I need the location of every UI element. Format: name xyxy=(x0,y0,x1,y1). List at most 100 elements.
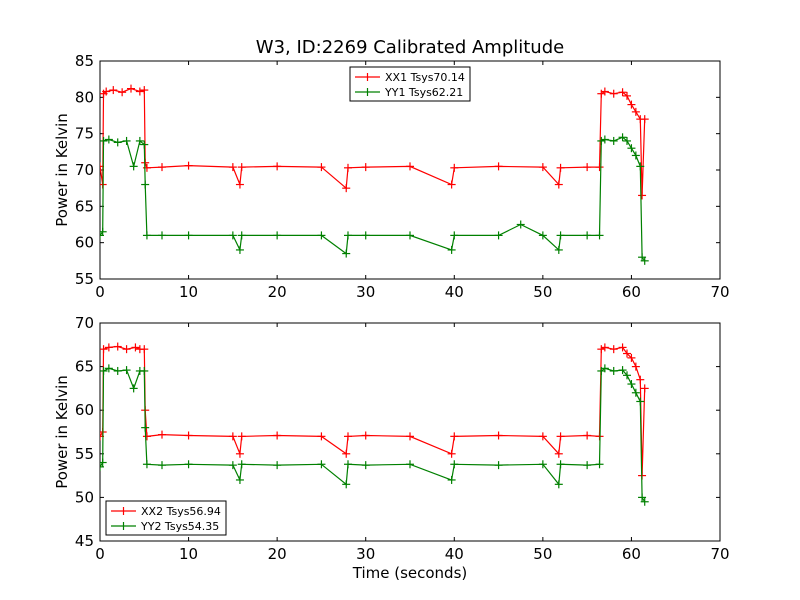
data-point-marker xyxy=(135,136,144,145)
data-point-marker xyxy=(113,342,122,351)
data-point-marker xyxy=(406,162,414,171)
series-line xyxy=(100,87,646,196)
data-point-marker xyxy=(235,180,244,189)
legend-label: XX2 Tsys56.94 xyxy=(141,505,221,518)
data-point-marker xyxy=(317,432,326,441)
data-point-marker xyxy=(627,353,636,362)
data-point-marker xyxy=(447,475,456,484)
data-point-marker xyxy=(595,460,604,469)
data-point-marker xyxy=(317,460,326,469)
data-point-marker xyxy=(640,115,649,124)
x-tick-label: 20 xyxy=(268,545,287,563)
data-point-marker xyxy=(122,366,131,375)
data-point-marker xyxy=(623,91,631,100)
data-point-marker xyxy=(597,136,606,145)
y-tick-label: 60 xyxy=(75,401,94,419)
x-tick-label: 40 xyxy=(445,283,464,301)
data-point-marker xyxy=(618,366,627,375)
data-point-marker xyxy=(538,163,547,172)
data-point-marker xyxy=(342,480,351,489)
data-point-marker xyxy=(636,162,645,171)
data-point-marker xyxy=(344,163,352,172)
data-point-marker xyxy=(129,384,138,393)
data-point-marker xyxy=(228,432,237,441)
y-tick-label: 70 xyxy=(75,314,94,332)
data-point-marker xyxy=(361,431,370,440)
data-point-marker xyxy=(113,366,122,375)
x-tick-label: 10 xyxy=(179,545,198,563)
data-point-marker xyxy=(640,384,649,393)
data-point-marker xyxy=(627,144,636,153)
data-point-marker xyxy=(494,461,503,470)
x-tick-label: 10 xyxy=(179,283,198,301)
data-point-marker xyxy=(100,227,107,236)
data-point-marker xyxy=(142,231,151,240)
data-point-marker xyxy=(184,460,193,469)
y-tick-label: 45 xyxy=(75,532,94,550)
data-point-marker xyxy=(100,162,104,171)
y-tick-label: 70 xyxy=(75,161,94,179)
data-point-marker xyxy=(122,345,131,354)
legend-entry: YY2 Tsys54.35 xyxy=(111,520,219,533)
x-tick-label: 60 xyxy=(622,545,641,563)
data-point-marker xyxy=(129,162,138,171)
data-point-marker xyxy=(100,458,107,467)
legend-entry: YY1 Tsys62.21 xyxy=(355,86,463,99)
data-point-marker xyxy=(638,493,647,502)
data-point-marker xyxy=(113,138,122,147)
data-point-marker xyxy=(273,231,282,240)
series-2 xyxy=(100,133,649,265)
data-point-marker xyxy=(158,163,166,172)
data-point-marker xyxy=(636,375,645,384)
data-point-marker xyxy=(556,432,565,441)
data-point-marker xyxy=(583,461,592,470)
x-tick-label: 50 xyxy=(533,283,552,301)
y-tick-label: 55 xyxy=(75,445,94,463)
data-point-marker xyxy=(450,231,459,240)
data-point-marker xyxy=(638,191,647,200)
data-point-marker xyxy=(118,88,127,97)
data-point-marker xyxy=(361,163,370,172)
data-point-marker xyxy=(273,431,282,440)
legend: XX2 Tsys56.94 YY2 Tsys54.35 xyxy=(105,500,227,536)
data-point-marker xyxy=(235,449,244,458)
data-point-marker xyxy=(100,345,108,354)
data-point-marker xyxy=(100,136,108,145)
data-point-marker xyxy=(516,220,525,229)
data-point-marker xyxy=(494,431,503,440)
data-point-marker xyxy=(631,107,640,116)
data-point-marker xyxy=(595,231,604,240)
data-point-marker xyxy=(554,480,563,489)
data-point-marker xyxy=(447,449,456,458)
data-point-marker xyxy=(618,133,627,142)
data-point-marker xyxy=(140,86,149,95)
x-tick-label: 70 xyxy=(710,283,729,301)
y-tick-label: 50 xyxy=(75,488,94,506)
data-point-marker xyxy=(450,432,459,441)
data-point-marker xyxy=(406,231,414,240)
data-point-marker xyxy=(538,460,547,469)
data-point-marker xyxy=(450,163,459,172)
data-point-marker xyxy=(627,380,636,389)
data-point-marker xyxy=(609,136,618,145)
data-point-marker xyxy=(554,449,563,458)
x-tick-label: 30 xyxy=(356,283,375,301)
data-point-marker xyxy=(140,366,149,375)
data-point-marker xyxy=(237,163,246,172)
data-point-marker xyxy=(342,449,351,458)
data-point-marker xyxy=(583,163,592,172)
data-point-marker xyxy=(344,460,352,469)
data-point-marker xyxy=(228,231,237,240)
data-point-marker xyxy=(342,184,351,193)
x-tick-label: 20 xyxy=(268,283,287,301)
data-point-marker xyxy=(273,461,282,470)
data-point-marker xyxy=(556,460,565,469)
data-point-marker xyxy=(184,161,193,170)
data-point-marker xyxy=(127,84,135,93)
data-point-marker xyxy=(583,431,592,440)
data-point-marker xyxy=(627,100,636,109)
data-point-marker xyxy=(342,249,351,258)
data-point-marker xyxy=(184,231,193,240)
legend-entry: XX1 Tsys70.14 xyxy=(355,71,465,84)
data-point-marker xyxy=(237,231,246,240)
